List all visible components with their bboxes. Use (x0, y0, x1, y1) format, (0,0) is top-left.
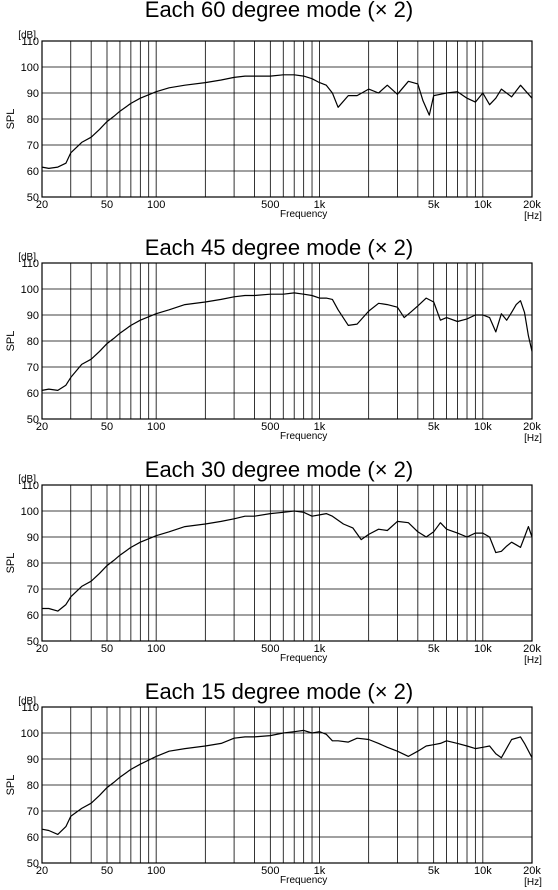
y-axis-label: SPL (5, 775, 17, 796)
y-tick-label: 90 (27, 88, 39, 100)
x-tick-label: 500 (261, 421, 279, 433)
x-tick-label: 500 (261, 865, 279, 877)
y-tick-label: 60 (27, 832, 39, 844)
x-tick-label: 1k (314, 643, 326, 655)
x-tick-label: 10k (474, 865, 492, 877)
y-tick-label: 100 (21, 62, 39, 74)
series-line (41, 292, 533, 391)
y-tick-label: 70 (27, 584, 39, 596)
chart-title: Each 60 degree mode (× 2) (144, 0, 414, 22)
y-tick-label: 90 (27, 310, 39, 322)
y-tick-label: 60 (27, 388, 39, 400)
x-tick-label: 20k (523, 643, 541, 655)
y-tick-label: 50 (27, 636, 39, 648)
y-tick-label: 60 (27, 166, 39, 178)
plot-frame (41, 40, 533, 198)
series-line (41, 729, 533, 835)
x-tick-label: 50 (101, 643, 113, 655)
chart-panel-60: Each 60 degree mode (× 2) 50 60 70 80 90 100 1… (0, 0, 558, 222)
x-tick-label: 10k (474, 199, 492, 211)
x-axis-label: Frequency (280, 431, 327, 442)
x-tick-label: 1k (314, 199, 326, 211)
x-tick-label: 500 (261, 643, 279, 655)
x-tick-label: 5k (428, 421, 440, 433)
y-tick-label: 100 (21, 506, 39, 518)
plot-frame (41, 484, 533, 642)
y-tick-label: 70 (27, 806, 39, 818)
x-tick-label: 1k (314, 865, 326, 877)
x-tick-label: 20k (523, 199, 541, 211)
x-tick-label: 10k (474, 643, 492, 655)
x-tick-label: 20k (523, 865, 541, 877)
x-axis-label: Frequency (280, 209, 327, 220)
chart-title: Each 30 degree mode (× 2) (144, 457, 414, 482)
y-tick-label: 80 (27, 114, 39, 126)
x-tick-label: 50 (101, 421, 113, 433)
x-tick-label: 500 (261, 199, 279, 211)
x-tick-label: 5k (428, 199, 440, 211)
y-unit-label: [dB] (18, 474, 36, 485)
y-tick-label: 80 (27, 780, 39, 792)
y-tick-label: 100 (21, 284, 39, 296)
x-tick-label: 50 (101, 865, 113, 877)
y-tick-label: 80 (27, 558, 39, 570)
y-tick-label: 50 (27, 414, 39, 426)
y-tick-label: 80 (27, 336, 39, 348)
y-tick-label: 50 (27, 858, 39, 870)
y-tick-label: 90 (27, 532, 39, 544)
y-axis-label: SPL (5, 553, 17, 574)
chart-panel-45: Each 45 degree mode (× 2) 50 60 70 80 90 100 1… (0, 222, 558, 445)
y-tick-label: 110 (21, 702, 39, 714)
y-tick-label: 60 (27, 610, 39, 622)
y-tick-label: 110 (21, 36, 39, 48)
plot-frame (41, 262, 533, 420)
x-tick-label: 100 (147, 643, 165, 655)
y-axis-label: SPL (5, 109, 17, 130)
y-unit-label: [dB] (18, 696, 36, 707)
chart-panel-15: Each 15 degree mode (× 2) 50 60 70 80 90 100 1… (0, 666, 558, 890)
x-unit-label: [Hz] (524, 211, 542, 222)
y-axis-label: SPL (5, 331, 17, 352)
x-tick-label: 5k (428, 643, 440, 655)
x-unit-label: [Hz] (524, 433, 542, 444)
x-unit-label: [Hz] (524, 655, 542, 666)
x-tick-label: 100 (147, 865, 165, 877)
x-axis-label: Frequency (280, 875, 327, 886)
y-tick-label: 90 (27, 754, 39, 766)
x-tick-label: 20 (36, 199, 48, 211)
x-tick-label: 20 (36, 643, 48, 655)
y-tick-label: 50 (27, 192, 39, 204)
y-tick-label: 70 (27, 362, 39, 374)
x-tick-label: 10k (474, 421, 492, 433)
x-tick-label: 100 (147, 199, 165, 211)
x-tick-label: 20 (36, 865, 48, 877)
y-unit-label: [dB] (18, 30, 36, 41)
x-tick-label: 20k (523, 421, 541, 433)
x-axis-label: Frequency (280, 653, 327, 664)
chart-panel-30: Each 30 degree mode (× 2) 50 60 70 80 90 100 1… (0, 444, 558, 667)
x-tick-label: 50 (101, 199, 113, 211)
y-tick-label: 70 (27, 140, 39, 152)
x-tick-label: 100 (147, 421, 165, 433)
y-tick-label: 110 (21, 258, 39, 270)
series-line (42, 510, 533, 612)
chart-title: Each 15 degree mode (× 2) (144, 679, 414, 704)
plot-frame (41, 706, 533, 864)
y-unit-label: [dB] (18, 252, 36, 263)
y-tick-label: 110 (21, 480, 39, 492)
x-tick-label: 1k (314, 421, 326, 433)
x-unit-label: [Hz] (524, 877, 542, 888)
x-tick-label: 20 (36, 421, 48, 433)
chart-title: Each 45 degree mode (× 2) (144, 235, 414, 260)
x-tick-label: 5k (428, 865, 440, 877)
series-line (41, 74, 533, 169)
y-tick-label: 100 (21, 728, 39, 740)
